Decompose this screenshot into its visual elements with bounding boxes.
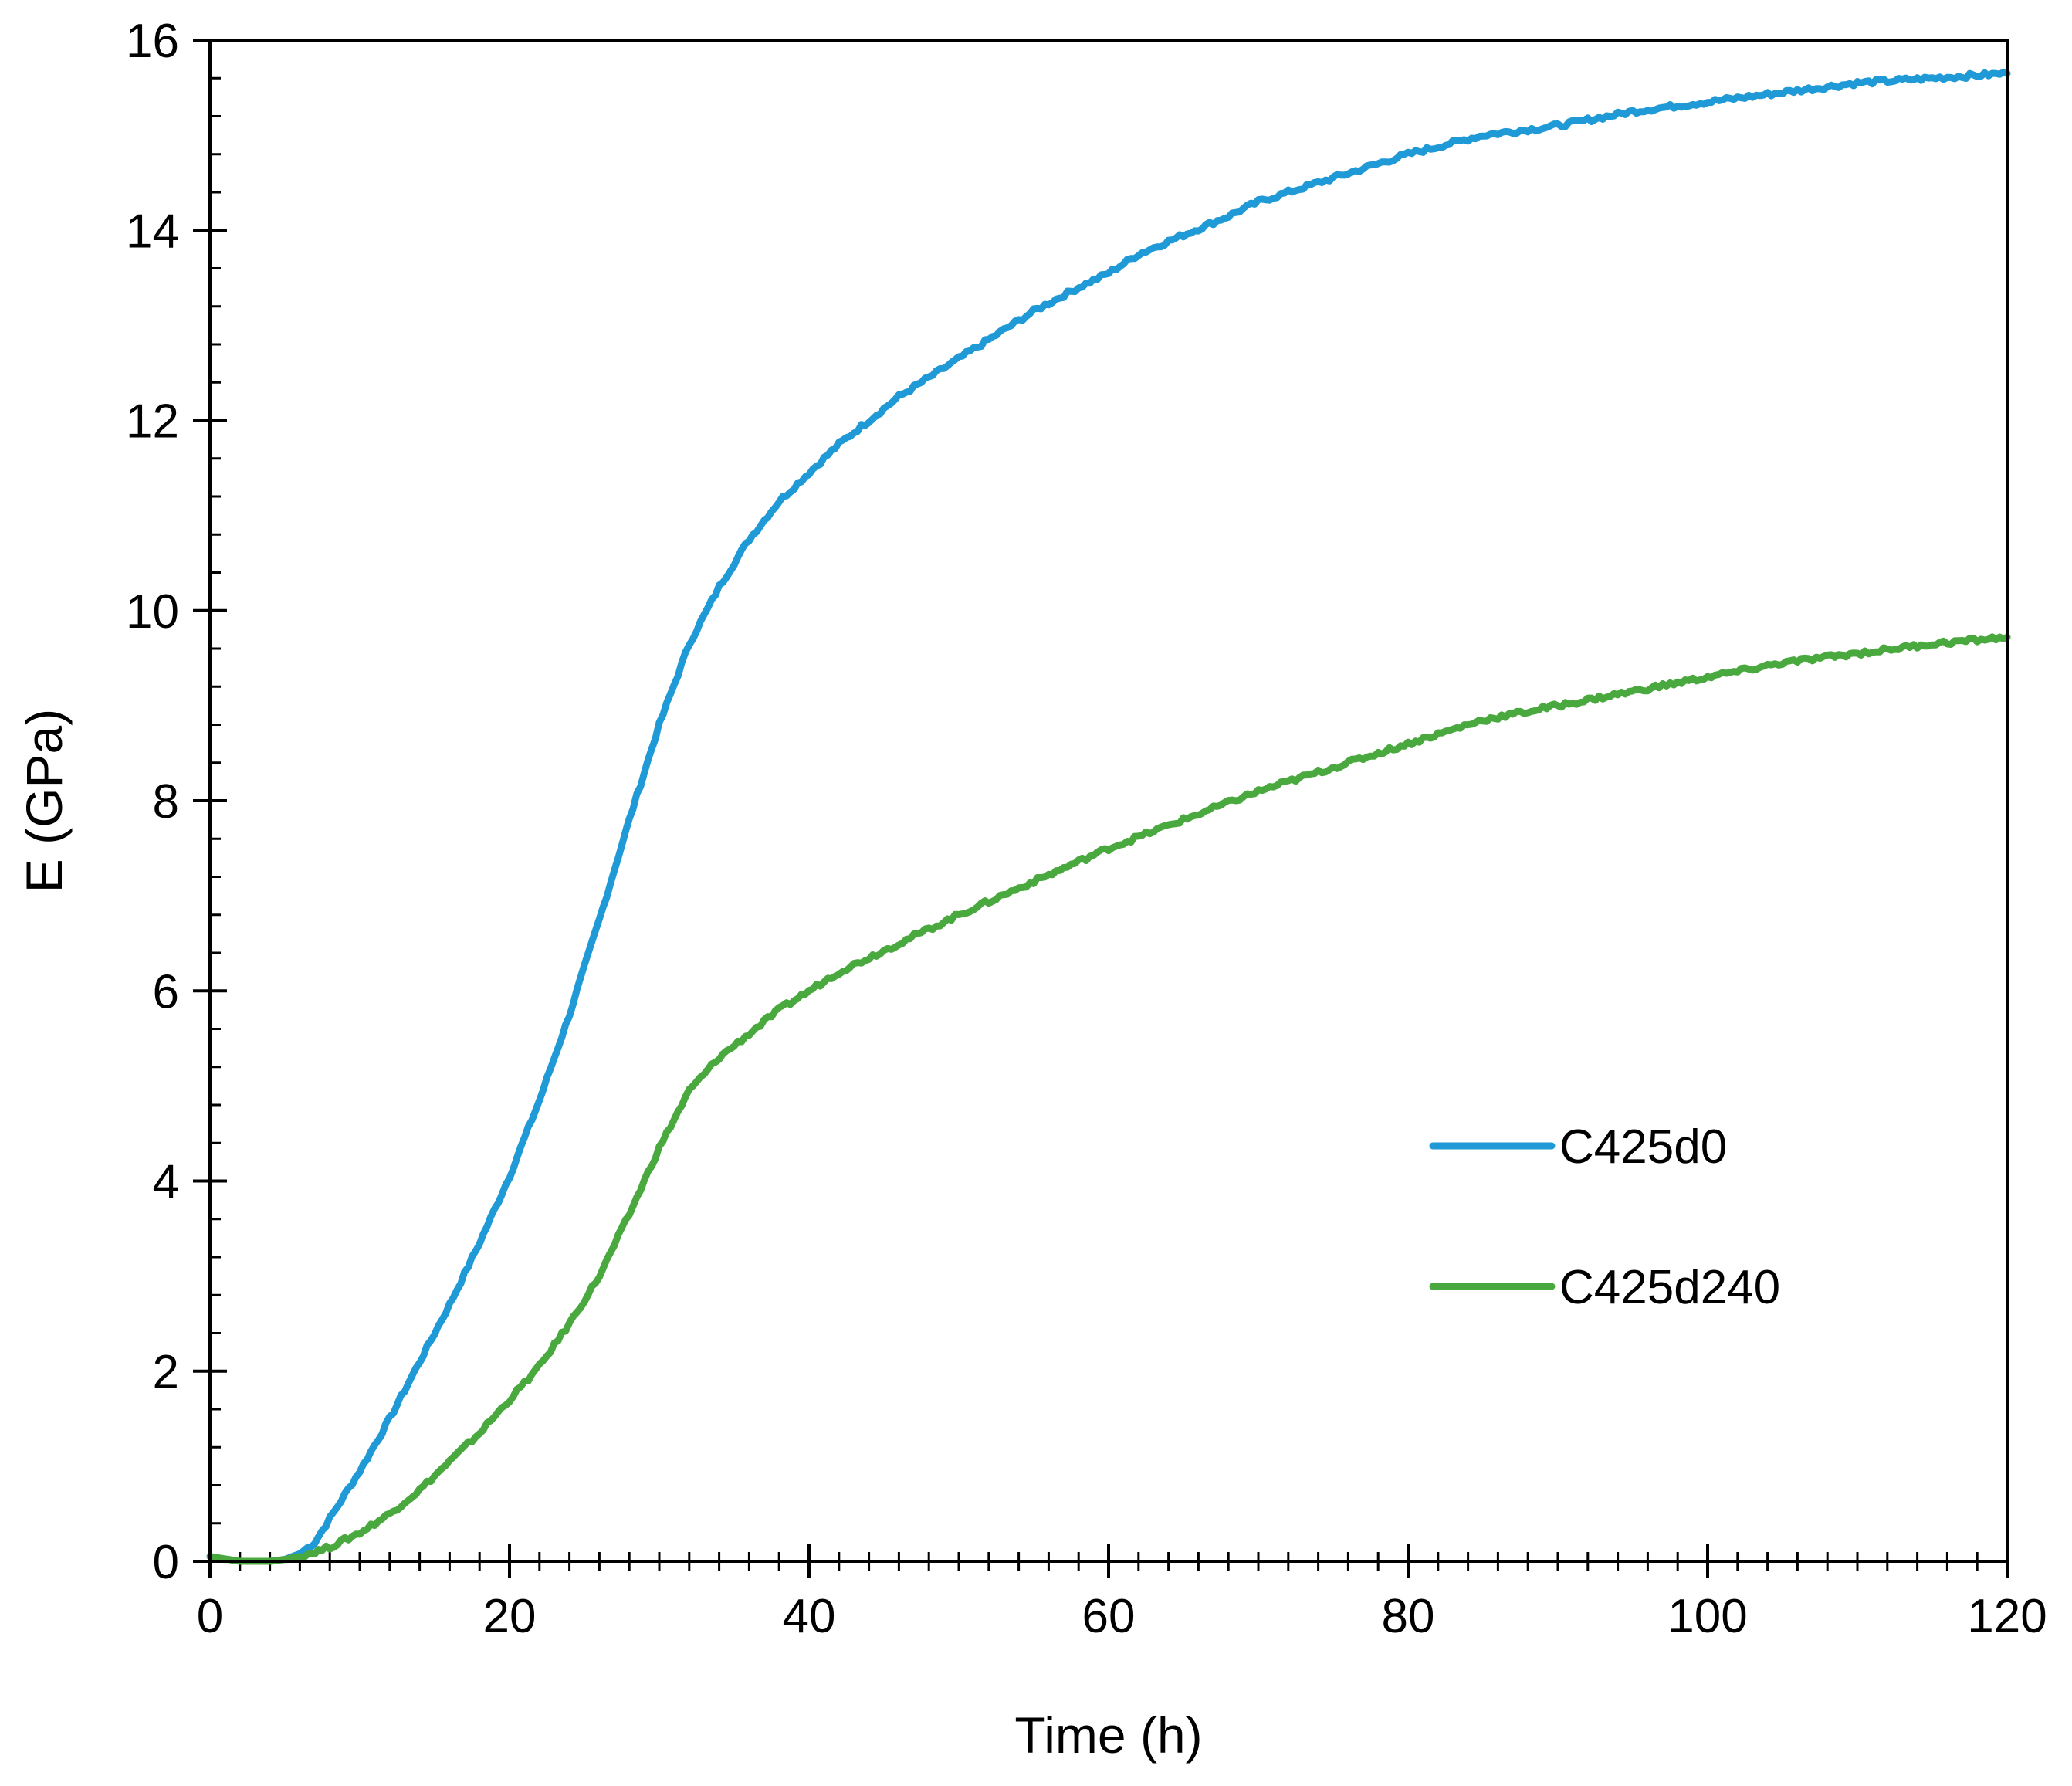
legend: C425d0 C425d240 [1429, 1120, 1780, 1314]
y-tick-label: 4 [153, 1156, 179, 1209]
y-tick-label: 14 [126, 205, 179, 258]
series-line-c425d0 [206, 68, 2011, 1565]
x-tick-label: 0 [197, 1590, 223, 1643]
x-tick-label: 80 [1382, 1590, 1435, 1643]
x-tick-label: 40 [783, 1590, 836, 1643]
legend-label-c425d0: C425d0 [1559, 1120, 1727, 1174]
series-line-c425d240 [206, 633, 2011, 1565]
y-tick-label: 0 [153, 1536, 179, 1589]
tick-labels: 0 20 40 60 80 100 120 0 2 4 6 8 10 12 14 16 [126, 15, 2047, 1643]
y-tick-label: 10 [126, 585, 179, 639]
x-tick-label: 60 [1082, 1590, 1136, 1643]
x-tick-label: 100 [1667, 1590, 1747, 1643]
y-tick-label: 2 [153, 1346, 179, 1399]
y-tick-label: 8 [153, 775, 179, 829]
y-tick-label: 12 [126, 395, 179, 449]
y-tick-label: 6 [153, 965, 179, 1018]
plot-area-frame [208, 39, 2009, 1563]
x-tick-label: 20 [483, 1590, 537, 1643]
legend-label-c425d240: C425d240 [1559, 1261, 1780, 1314]
x-tick-label: 120 [1967, 1590, 2047, 1643]
x-axis-title: Time (h) [1014, 1706, 1202, 1764]
data-series [206, 68, 2011, 1565]
y-axis-title: E (GPa) [15, 709, 73, 893]
y-tick-label: 16 [126, 15, 179, 68]
